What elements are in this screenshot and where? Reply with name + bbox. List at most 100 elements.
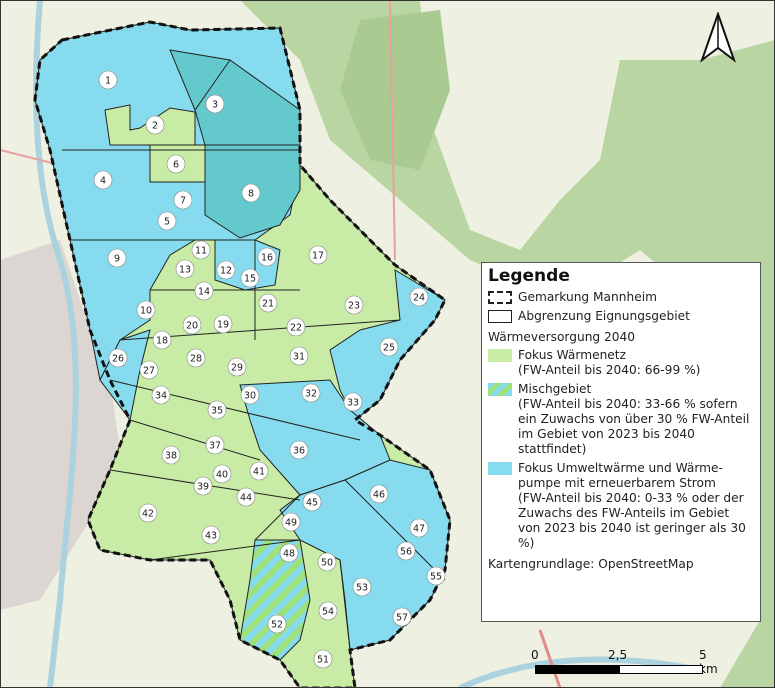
zone-label: 34 <box>155 391 167 402</box>
legend-title: Legende <box>488 266 570 286</box>
zone-label: 17 <box>312 251 324 262</box>
zone-23[interactable]: 23 <box>344 295 364 315</box>
zone-17[interactable]: 17 <box>308 245 328 265</box>
legend-label: Mischgebiet <box>518 382 592 396</box>
zone-label-badge <box>257 247 277 267</box>
zone-36[interactable]: 36 <box>289 440 309 460</box>
zone-39[interactable]: 39 <box>193 476 213 496</box>
zone-label: 45 <box>306 498 318 509</box>
zone-label: 42 <box>142 509 154 520</box>
legend-detail: (FW-Anteil bis 2040: 33-66 % sofern ein … <box>518 397 750 456</box>
zone-label: 14 <box>198 287 210 298</box>
zone-27[interactable]: 27 <box>139 360 159 380</box>
forest-area <box>340 10 450 170</box>
zone-7[interactable]: 7 <box>173 190 193 210</box>
zone-label-badge <box>186 348 206 368</box>
zone-6[interactable]: 6 <box>166 154 186 174</box>
zone-label: 28 <box>190 354 202 365</box>
zone-20[interactable]: 20 <box>182 315 202 335</box>
solid-boundary-swatch <box>488 310 512 323</box>
zone-34[interactable]: 34 <box>151 385 171 405</box>
zone-11[interactable]: 11 <box>191 240 211 260</box>
zone-label: 37 <box>209 441 221 452</box>
zone-4[interactable]: 4 <box>93 170 113 190</box>
zone-52[interactable]: 52 <box>267 614 287 634</box>
zone-label: 8 <box>248 189 254 200</box>
zone-label: 48 <box>283 549 295 560</box>
zone-label-badge <box>241 183 261 203</box>
zone-41[interactable]: 41 <box>249 461 269 481</box>
zone-18[interactable]: 18 <box>152 330 172 350</box>
scale-label-mid: 2,5 <box>608 648 628 662</box>
zone-48[interactable]: 48 <box>279 543 299 563</box>
zone-46[interactable]: 46 <box>369 484 389 504</box>
zone-label: 27 <box>143 366 155 377</box>
zone-label-badge <box>98 70 118 90</box>
zone-13[interactable]: 13 <box>175 259 195 279</box>
zone-19[interactable]: 19 <box>213 314 233 334</box>
zone-37[interactable]: 37 <box>205 435 225 455</box>
zone-label: 26 <box>112 354 124 365</box>
zone-label: 15 <box>244 274 256 285</box>
zone-38[interactable]: 38 <box>161 445 181 465</box>
zone-label-badge <box>93 170 113 190</box>
zone-label: 35 <box>211 406 223 417</box>
zone-label: 47 <box>413 524 425 535</box>
zone-5[interactable]: 5 <box>157 211 177 231</box>
zone-53[interactable]: 53 <box>352 577 372 597</box>
zone-55[interactable]: 55 <box>426 566 446 586</box>
green-swatch <box>488 349 512 362</box>
zone-12[interactable]: 12 <box>216 260 236 280</box>
zone-label-badge <box>317 552 337 572</box>
scale-segment-white <box>619 665 703 674</box>
zone-43[interactable]: 43 <box>201 525 221 545</box>
zone-label-badge <box>182 315 202 335</box>
zone-label-badge <box>212 464 232 484</box>
zone-45[interactable]: 45 <box>302 492 322 512</box>
zone-label: 33 <box>347 398 359 409</box>
zone-44[interactable]: 44 <box>236 487 256 507</box>
zone-15[interactable]: 15 <box>240 268 260 288</box>
zone-10[interactable]: 10 <box>136 300 156 320</box>
zone-8[interactable]: 8 <box>241 183 261 203</box>
zone-24[interactable]: 24 <box>409 287 429 307</box>
zone-42[interactable]: 42 <box>138 503 158 523</box>
zone-25[interactable]: 25 <box>379 337 399 357</box>
zone-label-badge <box>240 268 260 288</box>
zone-57[interactable]: 57 <box>392 607 412 627</box>
road <box>538 629 562 688</box>
zone-51[interactable]: 51 <box>313 649 333 669</box>
zone-29[interactable]: 29 <box>227 357 247 377</box>
zone-33[interactable]: 33 <box>343 392 363 412</box>
zone-2[interactable]: 2 <box>145 115 165 135</box>
zone-3[interactable]: 3 <box>205 94 225 114</box>
legend-label: Fokus Umweltwärme und Wärme-pumpe mit er… <box>518 461 723 490</box>
zone-49[interactable]: 49 <box>281 512 301 532</box>
zone-47[interactable]: 47 <box>409 518 429 538</box>
zone-56[interactable]: 56 <box>396 541 416 561</box>
zone-40[interactable]: 40 <box>212 464 232 484</box>
zone-label: 16 <box>261 253 273 264</box>
zone-9[interactable]: 9 <box>107 248 127 268</box>
zone-30[interactable]: 30 <box>240 385 260 405</box>
forest-area <box>240 0 775 688</box>
zone-label: 18 <box>156 336 168 347</box>
zone-16[interactable]: 16 <box>257 247 277 267</box>
zone-label: 51 <box>317 655 329 666</box>
zone-26[interactable]: 26 <box>108 348 128 368</box>
zone-14[interactable]: 14 <box>194 281 214 301</box>
zone-28[interactable]: 28 <box>186 348 206 368</box>
zone-label-badge <box>409 287 429 307</box>
zone-35[interactable]: 35 <box>207 400 227 420</box>
zone-1[interactable]: 1 <box>98 70 118 90</box>
zone-label: 56 <box>400 547 412 558</box>
zone-31[interactable]: 31 <box>289 346 309 366</box>
zone-54[interactable]: 54 <box>318 601 338 621</box>
zone-50[interactable]: 50 <box>317 552 337 572</box>
zone-label: 2 <box>152 121 158 132</box>
zone-label-badge <box>157 211 177 231</box>
zone-22[interactable]: 22 <box>286 317 306 337</box>
zone-21[interactable]: 21 <box>258 293 278 313</box>
zone-32[interactable]: 32 <box>301 383 321 403</box>
